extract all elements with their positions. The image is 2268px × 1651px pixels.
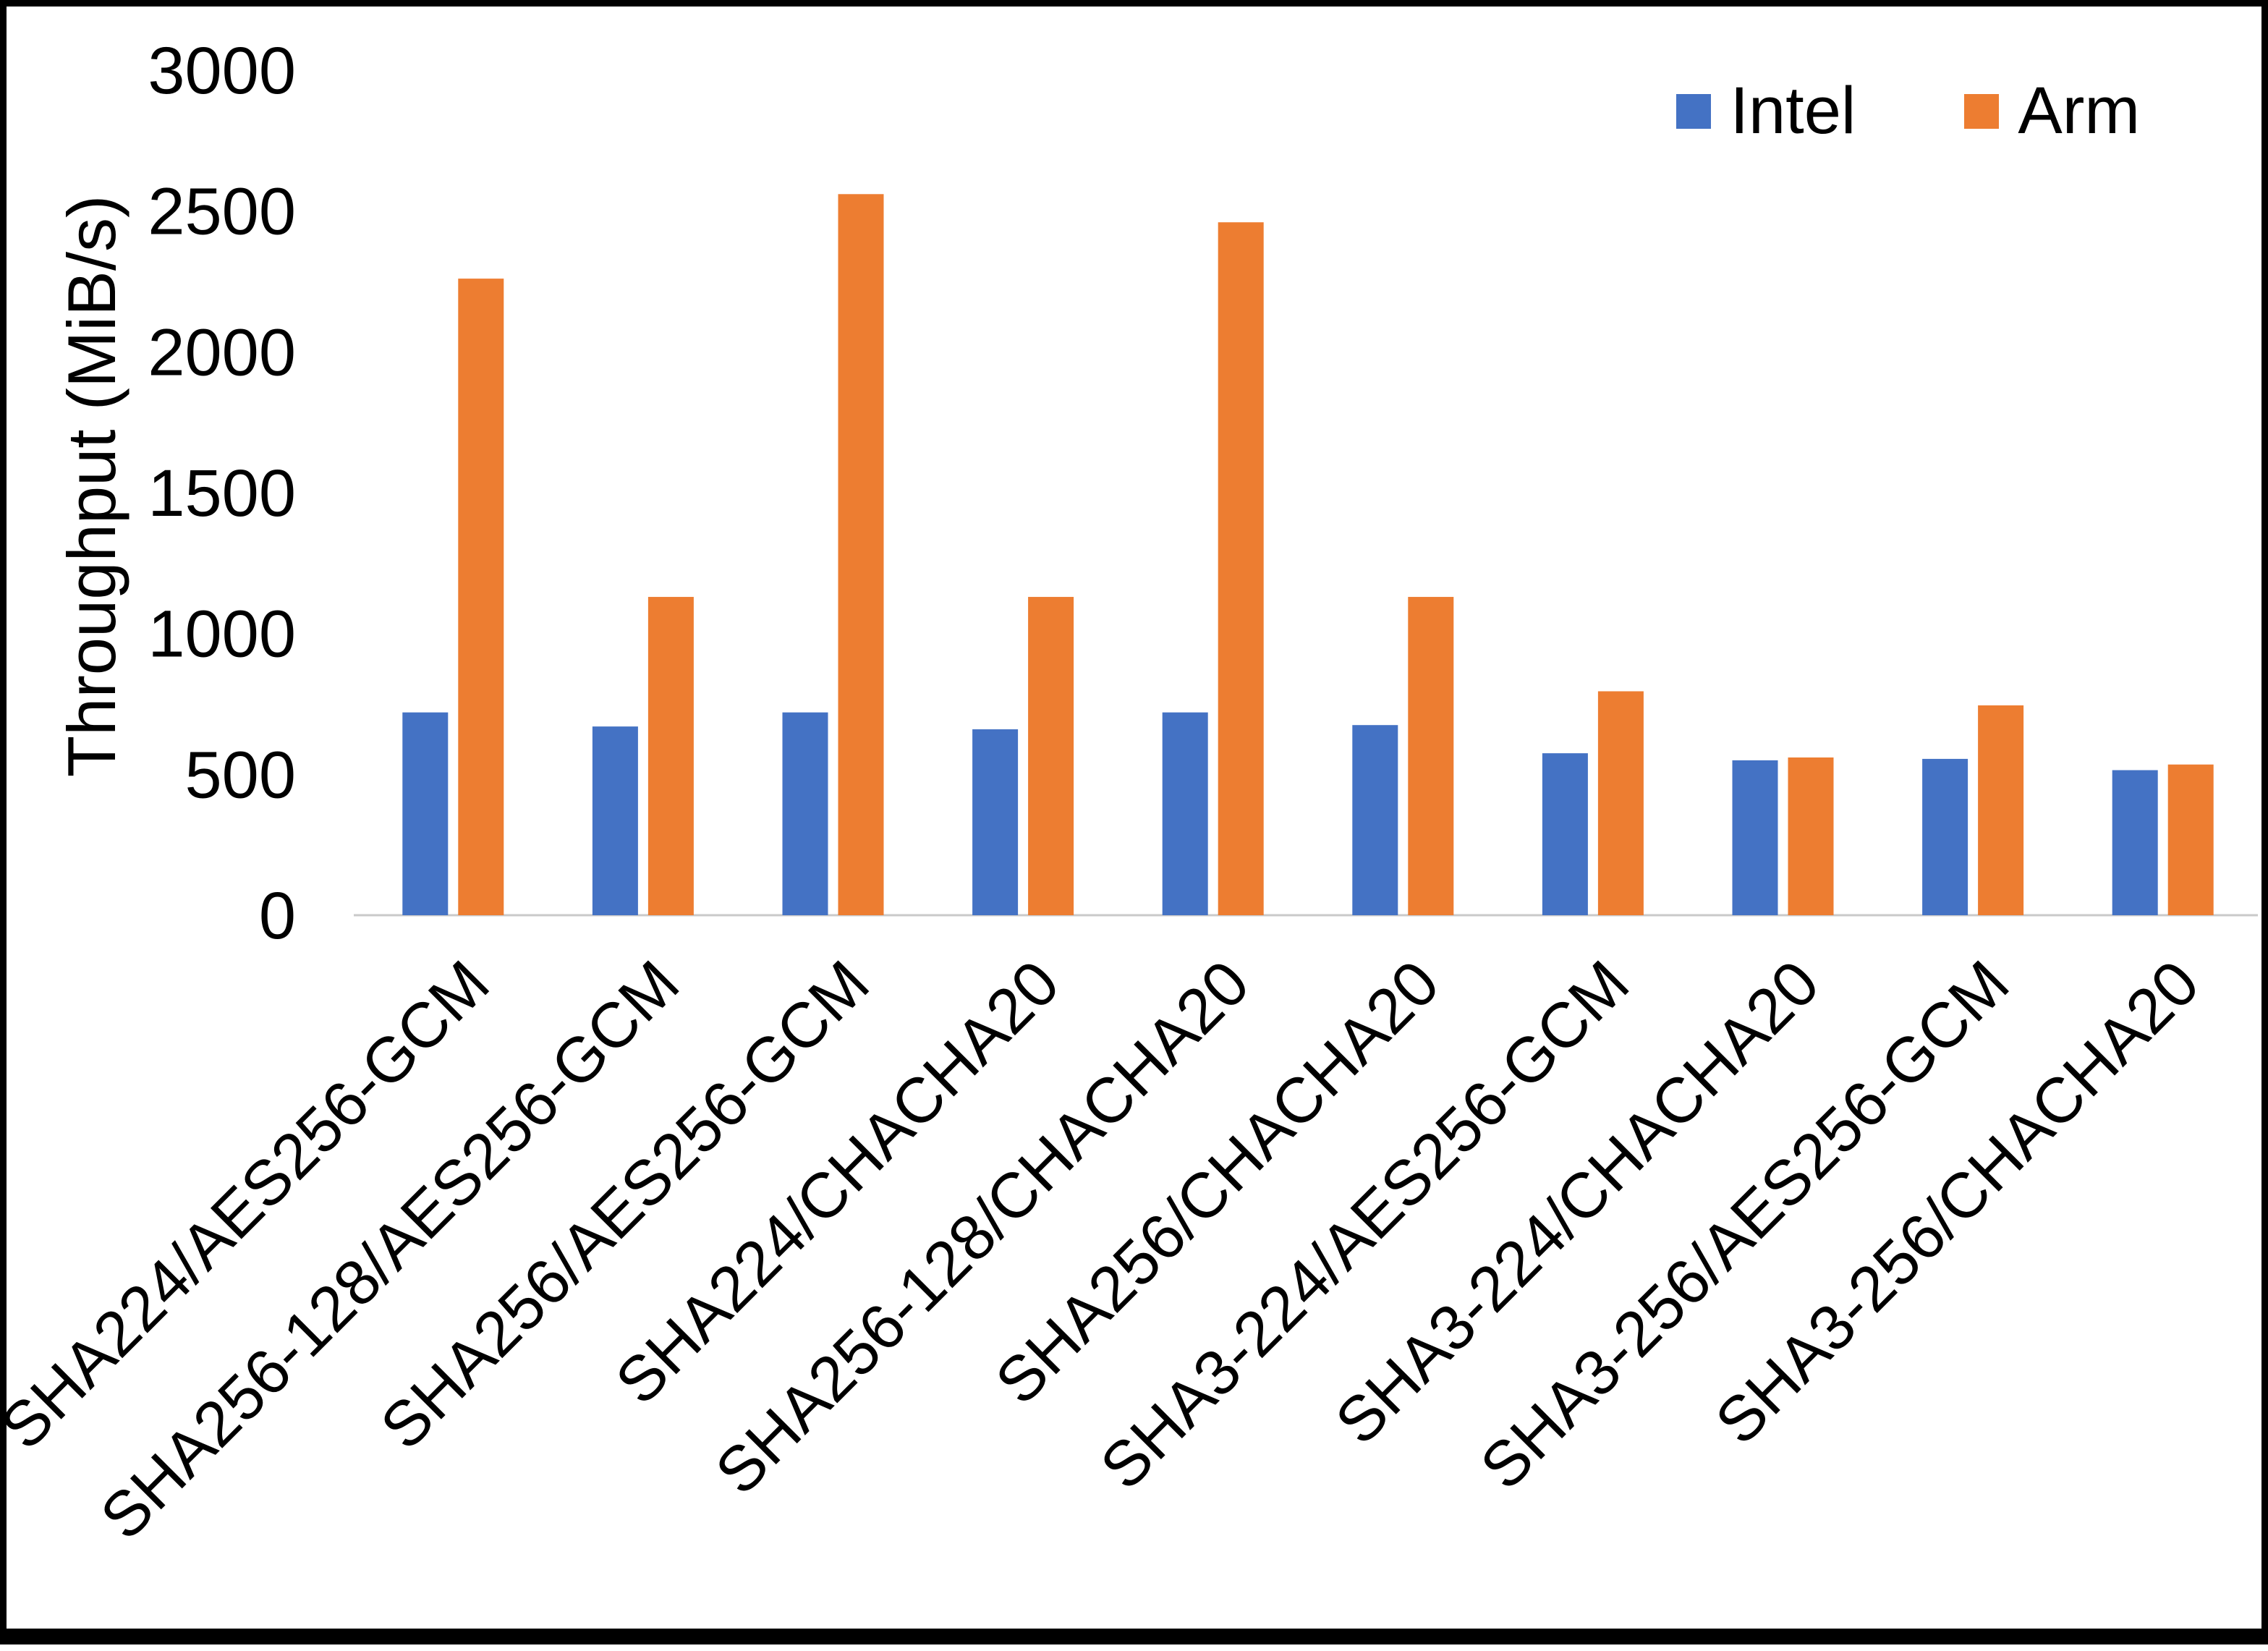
bar-intel-6 — [1542, 753, 1588, 915]
bar-arm-3 — [1028, 597, 1074, 915]
legend: Intel Arm — [1676, 73, 2140, 149]
bar-intel-7 — [1732, 760, 1778, 915]
bar-intel-0 — [402, 712, 449, 915]
legend-label-intel: Intel — [1730, 74, 1856, 148]
bar-intel-5 — [1352, 725, 1398, 915]
y-tick-label: 1500 — [148, 457, 296, 530]
bar-intel-8 — [1922, 758, 1968, 915]
bar-chart: 050010001500200025003000SHA224/AES256-GC… — [7, 34, 2258, 1553]
y-tick-label: 1000 — [148, 598, 296, 671]
bar-intel-2 — [782, 712, 828, 915]
bar-intel-1 — [592, 726, 638, 915]
y-tick-label: 0 — [259, 879, 296, 953]
chart-canvas: Throughput (MiB/s) Intel Arm 0 500 1000 150… — [7, 7, 2261, 1629]
bar-intel-9 — [2112, 770, 2158, 915]
y-tick-label: 500 — [185, 738, 297, 812]
intel-swatch-icon — [1676, 93, 1712, 129]
bar-arm-5 — [1408, 597, 1454, 915]
y-tick-label: 3000 — [148, 34, 296, 108]
bar-arm-8 — [1978, 705, 2024, 915]
bar-intel-3 — [972, 729, 1019, 915]
bar-arm-4 — [1218, 222, 1264, 915]
bar-arm-2 — [838, 194, 884, 916]
bar-intel-4 — [1162, 712, 1208, 915]
bar-arm-9 — [2167, 764, 2214, 915]
bar-arm-7 — [1788, 757, 1834, 915]
arm-swatch-icon — [1964, 93, 2000, 129]
bar-arm-1 — [647, 597, 694, 915]
legend-label-arm: Arm — [2018, 74, 2140, 148]
legend-item-arm: Arm — [1964, 73, 2140, 149]
y-tick-label: 2000 — [148, 315, 296, 389]
bar-arm-6 — [1597, 691, 1644, 915]
y-tick-label: 2500 — [148, 175, 296, 249]
legend-item-intel: Intel — [1676, 73, 1856, 149]
bar-arm-0 — [458, 279, 504, 915]
